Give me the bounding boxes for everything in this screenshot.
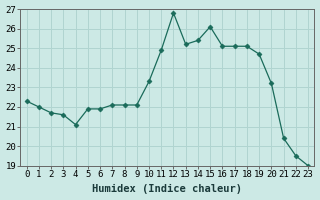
X-axis label: Humidex (Indice chaleur): Humidex (Indice chaleur) [92,184,242,194]
